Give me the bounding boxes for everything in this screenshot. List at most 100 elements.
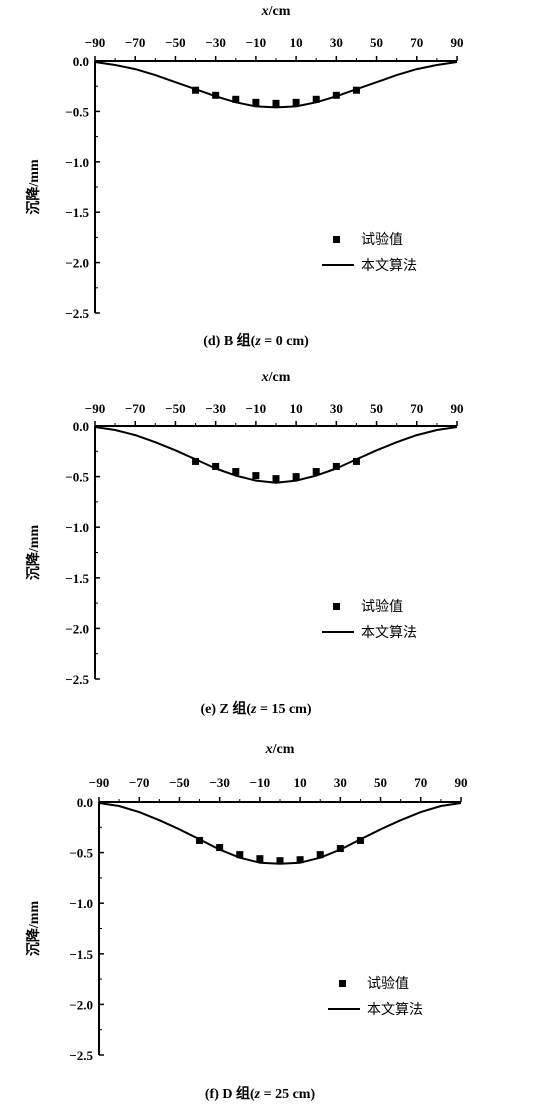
x-tick-label: 10: [290, 35, 303, 50]
x-axis-title: x/cm: [261, 4, 291, 19]
legend-label: 试验值: [361, 599, 403, 615]
data-point: [252, 472, 260, 480]
x-tick-label: 10: [290, 401, 303, 416]
y-tick-label: 0.0: [77, 795, 93, 810]
caption-part: (d) B 组(: [203, 332, 255, 349]
y-tick-label: −2.0: [65, 256, 89, 271]
data-point: [312, 468, 320, 476]
x-axis-title-unit: /cm: [268, 370, 291, 385]
x-tick-label: 90: [451, 35, 464, 50]
caption-part: = 25 cm): [260, 1087, 315, 1102]
x-axis-title-unit: /cm: [272, 742, 295, 757]
data-point: [232, 468, 240, 476]
y-tick-label: −2.5: [65, 672, 89, 687]
y-tick-label: −0.5: [65, 104, 89, 119]
x-tick-label: −10: [250, 775, 270, 790]
legend-marker-scatter: [333, 603, 340, 610]
chart-panel-2: x/cm −90 −70 −50 −30 −10 10 30 50 70 90 0.0 −0.5 −1.0…: [25, 742, 468, 1102]
data-point: [292, 473, 300, 481]
data-point: [292, 98, 300, 106]
data-point: [256, 855, 264, 863]
x-tick-label: −10: [246, 35, 266, 50]
legend-label: 试验值: [361, 232, 403, 248]
x-tick-label: 90: [451, 401, 464, 416]
legend-label: 本文算法: [367, 1002, 423, 1018]
x-tick-label: 90: [455, 775, 468, 790]
y-tick-label: −1.5: [65, 205, 89, 220]
y-tick-label: −2.5: [65, 306, 89, 321]
y-tick-label: −0.5: [69, 846, 93, 861]
x-tick-label: −70: [125, 401, 145, 416]
y-tick-label: −1.5: [69, 947, 93, 962]
data-point: [216, 844, 224, 852]
y-tick-label: −2.5: [69, 1048, 93, 1063]
x-tick-label: −90: [85, 35, 105, 50]
x-tick-label: 10: [294, 775, 307, 790]
legend-label: 本文算法: [361, 625, 417, 641]
figure-caption: (f) D 组(z = 25 cm): [205, 1085, 316, 1102]
x-tick-label: −50: [165, 401, 185, 416]
y-tick-label: −1.0: [65, 520, 89, 535]
chart-panel-0: x/cm −90 −70 −50 −30 −10 10 30 50 70 90 0.0 −0.5 −1.0…: [25, 4, 464, 349]
data-point: [236, 851, 244, 859]
data-point: [272, 475, 280, 483]
y-tick-label: −1.5: [65, 571, 89, 586]
x-tick-label: −50: [169, 775, 189, 790]
y-axis-title: 沉降/mm: [25, 525, 42, 581]
x-axis-title-unit: /cm: [268, 4, 291, 19]
y-axis-title: 沉降/mm: [25, 901, 42, 957]
caption-part: (f) D 组(: [205, 1085, 255, 1102]
x-tick-label: −70: [125, 35, 145, 50]
x-tick-label: −10: [246, 401, 266, 416]
x-tick-label: 70: [410, 35, 423, 50]
data-point: [332, 462, 340, 470]
caption-part: = 15 cm): [256, 702, 311, 717]
x-tick-label: 50: [370, 35, 383, 50]
data-point: [192, 457, 200, 465]
data-point: [316, 851, 324, 859]
data-point: [272, 99, 280, 107]
data-point: [232, 95, 240, 103]
data-point: [352, 457, 360, 465]
legend-marker-scatter: [339, 980, 346, 987]
caption-part: (e) Z 组(: [200, 700, 251, 717]
x-axis-title-var: x: [261, 370, 269, 385]
data-point: [312, 95, 320, 103]
x-axis-title-var: x: [261, 4, 269, 19]
y-tick-label: −0.5: [65, 470, 89, 485]
y-tick-label: 0.0: [73, 419, 89, 434]
caption-var: z: [250, 702, 257, 717]
chart-panel-1: x/cm −90 −70 −50 −30 −10 10 30 50 70 90 0.0 −0.5 −1.0…: [25, 370, 464, 717]
legend-label: 试验值: [367, 976, 409, 992]
x-tick-label: 30: [330, 35, 343, 50]
caption-var: z: [254, 334, 261, 349]
y-tick-label: −1.0: [65, 155, 89, 170]
y-tick-label: −2.0: [65, 621, 89, 636]
x-tick-label: −30: [205, 401, 225, 416]
y-tick-label: −1.0: [69, 896, 93, 911]
legend-label: 本文算法: [361, 258, 417, 274]
series-line-1: [94, 426, 458, 484]
legend-marker-scatter: [333, 236, 340, 243]
x-tick-label: 30: [330, 401, 343, 416]
x-tick-label: 70: [414, 775, 427, 790]
x-tick-label: −70: [129, 775, 149, 790]
series-line-1: [98, 802, 462, 865]
data-point: [296, 856, 304, 864]
data-point: [276, 857, 284, 865]
x-tick-label: −30: [205, 35, 225, 50]
caption-var: z: [254, 1087, 261, 1102]
x-tick-label: 30: [334, 775, 347, 790]
x-tick-label: 50: [370, 401, 383, 416]
x-axis-title: x/cm: [261, 370, 291, 385]
figure-caption: (d) B 组(z = 0 cm): [203, 332, 309, 349]
y-tick-label: −2.0: [69, 997, 93, 1012]
x-tick-label: −90: [85, 401, 105, 416]
figure-caption: (e) Z 组(z = 15 cm): [200, 700, 311, 717]
series-line-1: [94, 61, 458, 109]
data-point: [212, 462, 220, 470]
